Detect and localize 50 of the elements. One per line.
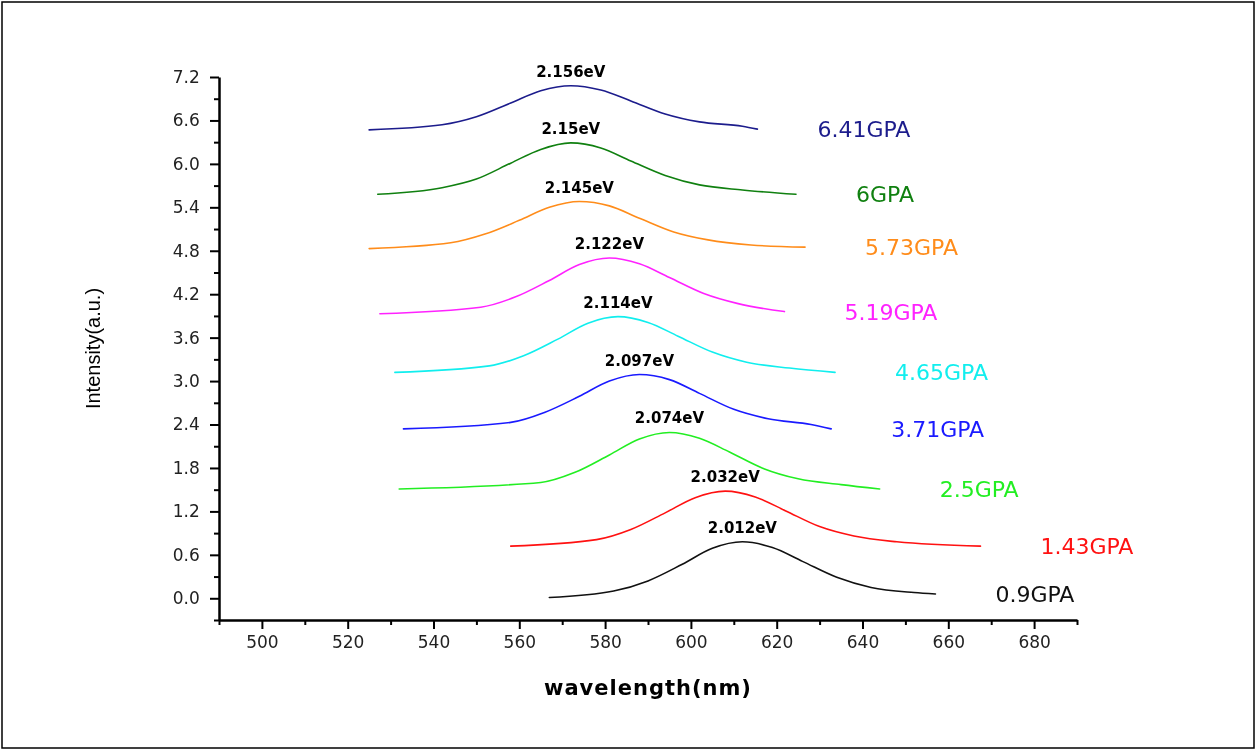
x-tick-label: 660 <box>932 631 966 652</box>
line-series <box>379 257 786 315</box>
text: 3.71GPA <box>891 416 985 442</box>
annotation: 2.074eV <box>634 409 705 428</box>
y-tick-label: 4.2 <box>172 284 200 305</box>
annotation: 2.156eV <box>536 62 606 81</box>
x-tick-label: 580 <box>589 631 622 652</box>
text: 5.19GPA <box>844 299 938 325</box>
annotation: 2.122eV <box>574 235 645 253</box>
y-tick-label: 1.8 <box>172 457 200 478</box>
annotation: 2.012eV <box>707 518 778 537</box>
x-tick-label: 560 <box>503 631 537 652</box>
y-tick-label: 6.6 <box>172 110 200 131</box>
y-tick-label: 2.4 <box>172 414 200 435</box>
annotation: 2.097eV <box>604 351 675 370</box>
y-tick-label: 1.2 <box>172 501 200 522</box>
y-tick-label: 0.0 <box>172 588 200 609</box>
y-tick-label: 3.6 <box>172 327 200 348</box>
line-series <box>402 373 832 430</box>
y-tick-label: 4.8 <box>172 240 200 261</box>
line-series <box>398 431 881 490</box>
y-tick-label: 5.4 <box>172 197 200 218</box>
x-tick-label: 640 <box>846 631 880 652</box>
x-tick-label: 500 <box>246 631 279 652</box>
line-series <box>394 315 836 374</box>
x-axis-title: wavelength(nm) <box>544 676 752 700</box>
line-series <box>548 541 937 599</box>
text: 5.73GPA <box>865 235 958 261</box>
x-tick-label: 680 <box>1018 631 1051 652</box>
x-tick-label: 520 <box>331 631 365 652</box>
text: 6.41GPA <box>817 117 911 143</box>
x-tick-label: 600 <box>675 631 708 652</box>
y-tick-label: 6.0 <box>172 153 200 174</box>
text: 0.9GPA <box>995 581 1075 607</box>
annotation: 2.032eV <box>690 468 761 487</box>
y-axis-title: Intensity(a.u.) <box>82 287 104 410</box>
x-tick-label: 620 <box>760 631 794 652</box>
text: 1.43GPA <box>1040 534 1134 560</box>
annotation: 2.114eV <box>583 293 653 312</box>
text: 4.65GPA <box>895 360 988 386</box>
text: 6GPA <box>856 182 914 208</box>
y-tick-label: 0.6 <box>172 544 200 565</box>
text: 2.5GPA <box>939 476 1019 502</box>
y-tick-label: 7.2 <box>172 66 200 87</box>
line-series <box>368 200 806 250</box>
x-tick-label: 540 <box>417 631 451 652</box>
annotation: 2.15eV <box>541 119 601 138</box>
line-series <box>376 142 797 196</box>
annotation: 2.145eV <box>544 178 615 197</box>
y-tick-label: 3.0 <box>172 371 200 392</box>
